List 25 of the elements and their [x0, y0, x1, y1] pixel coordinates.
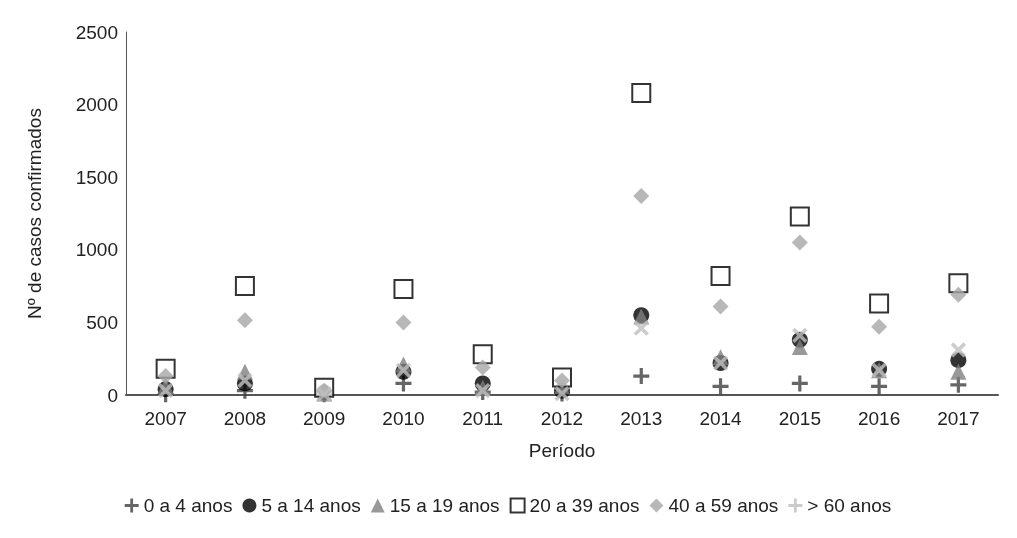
x-tick-label: 2012: [540, 408, 584, 429]
x-tick-label: 2008: [223, 408, 267, 429]
x-tick-label: 2014: [699, 408, 743, 429]
x-tick-label: 2011: [462, 408, 504, 429]
y-tick-label: 500: [86, 311, 118, 333]
y-tick-label: 0: [107, 384, 118, 406]
y-tick-label: 1500: [75, 166, 118, 188]
legend-label: 15 a 19 anos: [389, 495, 500, 516]
legend-label: > 60 anos: [807, 495, 892, 516]
legend-label: 0 a 4 anos: [143, 495, 233, 516]
legend-label: 40 a 59 anos: [668, 495, 779, 516]
x-tick-label: 2010: [382, 408, 425, 429]
y-axis-title: Nº de casos confirmados: [24, 108, 45, 319]
legend-label: 5 a 14 anos: [261, 495, 361, 516]
x-axis-title: Período: [528, 440, 596, 461]
x-tick-label: 2013: [620, 408, 663, 429]
legend-label: 20 a 39 anos: [529, 495, 640, 516]
x-tick-label: 2017: [937, 408, 980, 429]
y-tick-label: 2000: [75, 94, 118, 116]
x-tick-label: 2009: [303, 408, 346, 429]
x-tick-label: 2007: [144, 408, 187, 429]
x-tick-label: 2015: [778, 408, 821, 429]
y-tick-label: 2500: [75, 21, 118, 43]
x-tick-label: 2016: [857, 408, 901, 429]
y-tick-label: 1000: [75, 239, 118, 261]
